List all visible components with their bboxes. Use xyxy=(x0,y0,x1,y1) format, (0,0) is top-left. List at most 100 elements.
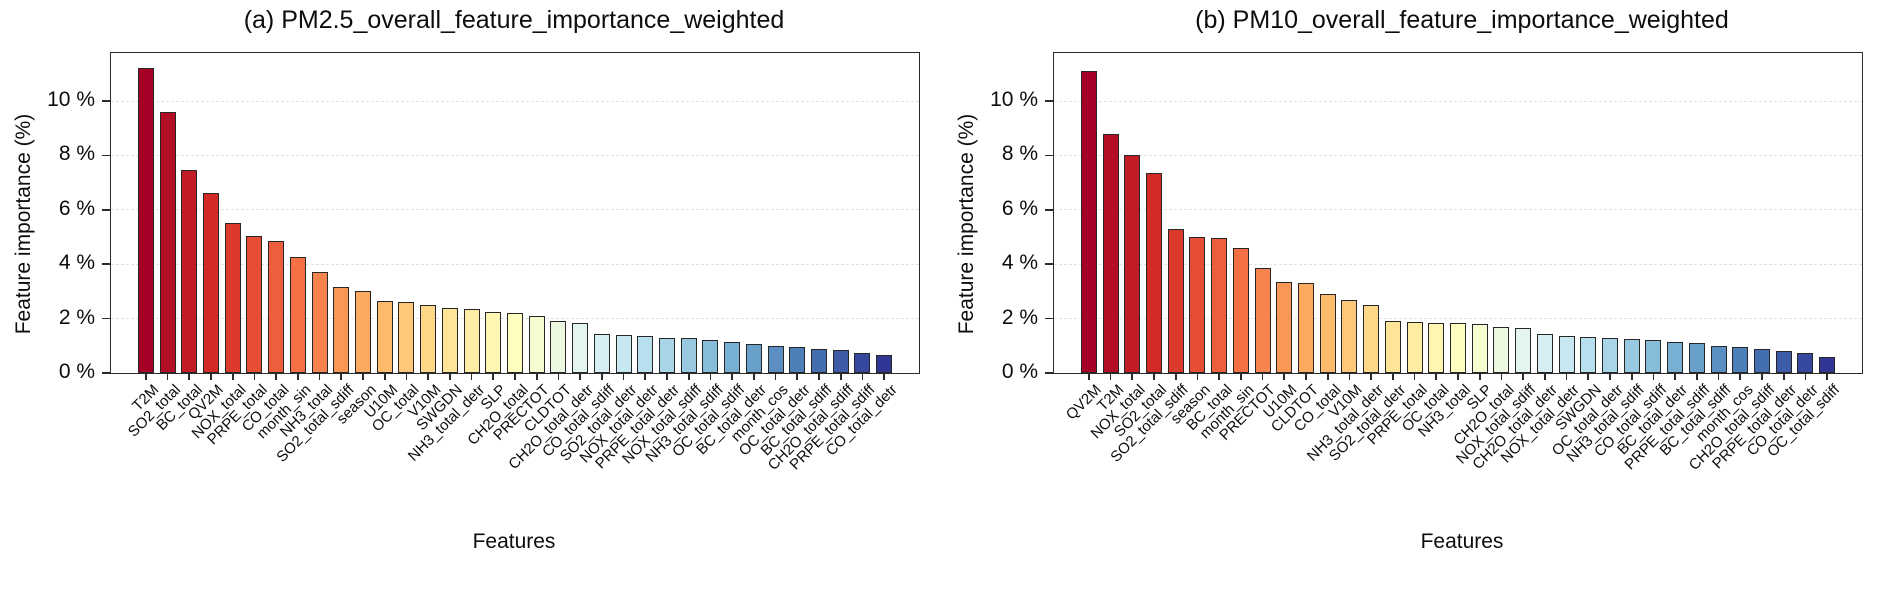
bar-PRPE_total_sdiff xyxy=(854,353,871,373)
x-tick-mark xyxy=(1413,373,1416,380)
bar-PRPE_total xyxy=(246,235,263,373)
x-tick-mark xyxy=(1609,373,1611,380)
bar-V10M xyxy=(1341,299,1358,373)
bar-BC_total_detr xyxy=(1667,341,1684,373)
panel-pm10: (b) PM10_overall_feature_importance_weig… xyxy=(946,0,1892,590)
x-tick-mark xyxy=(1478,373,1481,380)
x-tick-mark xyxy=(1109,373,1112,380)
bar-U10M xyxy=(1276,281,1293,373)
bar-NH3_total_detr xyxy=(1363,304,1380,373)
y-tick-label: 10 % xyxy=(47,87,95,111)
bar-CH2O_total_detr xyxy=(1536,333,1553,373)
bar-BC_total xyxy=(1211,238,1228,373)
x-tick-mark xyxy=(666,373,668,380)
x-tick-mark xyxy=(1696,373,1698,380)
x-tick-mark xyxy=(253,373,256,380)
bar-NOX_total_detr xyxy=(1558,336,1575,373)
x-tick-mark xyxy=(318,373,321,380)
y-tick-label: 0 % xyxy=(1001,360,1038,383)
panel-b-x-category-labels: QV2M T2M NOX_total SO2_total SO2_total_sdiff… xyxy=(1054,381,1862,552)
bar-NOX_total xyxy=(224,223,241,373)
panel-b-y-axis-label: Feature importance (%) xyxy=(955,113,978,335)
bar-season xyxy=(1189,236,1206,373)
x-tick-mark xyxy=(492,373,495,380)
x-tick-mark xyxy=(1565,373,1568,380)
panel-a-y-axis-label: Feature importance (%) xyxy=(12,113,35,335)
x-tick-mark xyxy=(145,373,147,380)
x-tick-mark xyxy=(1283,373,1286,380)
x-tick-mark xyxy=(1522,373,1524,380)
bar-PRPE_total_sdiff xyxy=(1688,343,1705,373)
bar-CLDTOT xyxy=(1297,283,1315,373)
x-tick-mark xyxy=(1761,373,1763,380)
y-tick-mark xyxy=(1045,208,1054,211)
y-tick-mark xyxy=(1045,263,1054,265)
bar-month_sin xyxy=(289,257,306,373)
x-tick-mark xyxy=(861,373,864,380)
bar-PRPE_total_detr xyxy=(658,337,676,373)
bar-CO_total_sdiff xyxy=(593,333,610,373)
x-tick-mark xyxy=(166,373,169,380)
y-tick-label: 6 % xyxy=(58,196,95,220)
y-tick-mark xyxy=(102,317,111,320)
gridline-8 xyxy=(111,154,919,156)
x-tick-mark xyxy=(514,373,516,380)
x-tick-mark xyxy=(405,373,408,380)
x-tick-mark xyxy=(1261,373,1264,380)
y-tick-mark xyxy=(102,208,111,211)
bar-PRECTOT xyxy=(528,315,545,373)
x-tick-mark xyxy=(557,373,560,380)
bar-NH3_total xyxy=(311,272,328,373)
x-tick-mark xyxy=(709,373,712,380)
panel-pm25: (a) PM2.5_overall_feature_importance_wei… xyxy=(12,6,920,553)
x-tick-mark xyxy=(210,373,212,380)
bar-SO2_total xyxy=(1145,173,1163,373)
panel-b-x-axis-label: Features xyxy=(1420,530,1504,553)
bar-month_cos xyxy=(767,345,784,373)
x-tick-mark xyxy=(231,373,234,380)
x-tick-mark xyxy=(535,373,538,380)
bar-CO_total_detr xyxy=(1797,352,1814,373)
gridline-4 xyxy=(1054,263,1862,265)
bar-OC_total xyxy=(398,302,415,373)
bar-CLDTOT xyxy=(550,321,567,373)
bar-OC_total_sdiff xyxy=(1819,356,1836,373)
x-tick-mark xyxy=(1240,373,1242,380)
x-tick-mark xyxy=(622,373,625,380)
x-tick-mark xyxy=(687,373,690,380)
bar-PRECTOT xyxy=(1254,268,1271,373)
x-tick-mark xyxy=(449,373,451,380)
bar-NH3_total_sdiff xyxy=(1623,339,1640,373)
bar-CH2O_total_sdiff xyxy=(832,349,849,373)
y-tick-mark xyxy=(102,100,111,102)
x-tick-mark xyxy=(1305,373,1307,380)
bar-OC_total_sdiff xyxy=(724,341,741,373)
x-tick-mark xyxy=(839,373,842,380)
x-tick-mark xyxy=(1131,373,1134,380)
y-tick-label: 8 % xyxy=(58,142,95,166)
x-tick-mark xyxy=(427,373,429,380)
x-tick-mark xyxy=(1218,373,1220,380)
bar-month_cos xyxy=(1732,347,1749,373)
y-tick-mark xyxy=(1045,154,1054,157)
x-tick-mark xyxy=(1326,373,1329,380)
y-tick-mark xyxy=(1045,317,1054,320)
bar-BC_total_sdiff xyxy=(810,348,828,373)
gridline-2 xyxy=(1054,318,1862,320)
bar-PRPE_total xyxy=(1406,321,1423,373)
x-tick-mark xyxy=(644,373,647,380)
panel-a-x-category-labels: T2M SO2_total BC_total QV2M NOX_total PRPE_to… xyxy=(111,381,919,552)
gridline-4 xyxy=(111,263,919,265)
bar-CH2O_total xyxy=(506,313,524,373)
bar-SWGDN xyxy=(1580,337,1597,373)
x-tick-mark xyxy=(579,373,581,380)
bar-CO_total xyxy=(1319,294,1336,373)
bar-NH3_total_detr xyxy=(463,309,480,373)
bar-SO2_total_detr xyxy=(615,334,632,373)
x-tick-mark xyxy=(753,373,755,380)
bar-NOX_total_sdiff xyxy=(1515,328,1532,373)
bar-NOX_total_sdiff xyxy=(680,338,697,373)
bar-SO2_total_sdiff xyxy=(1167,228,1184,373)
bar-BC_total_detr xyxy=(745,344,762,373)
